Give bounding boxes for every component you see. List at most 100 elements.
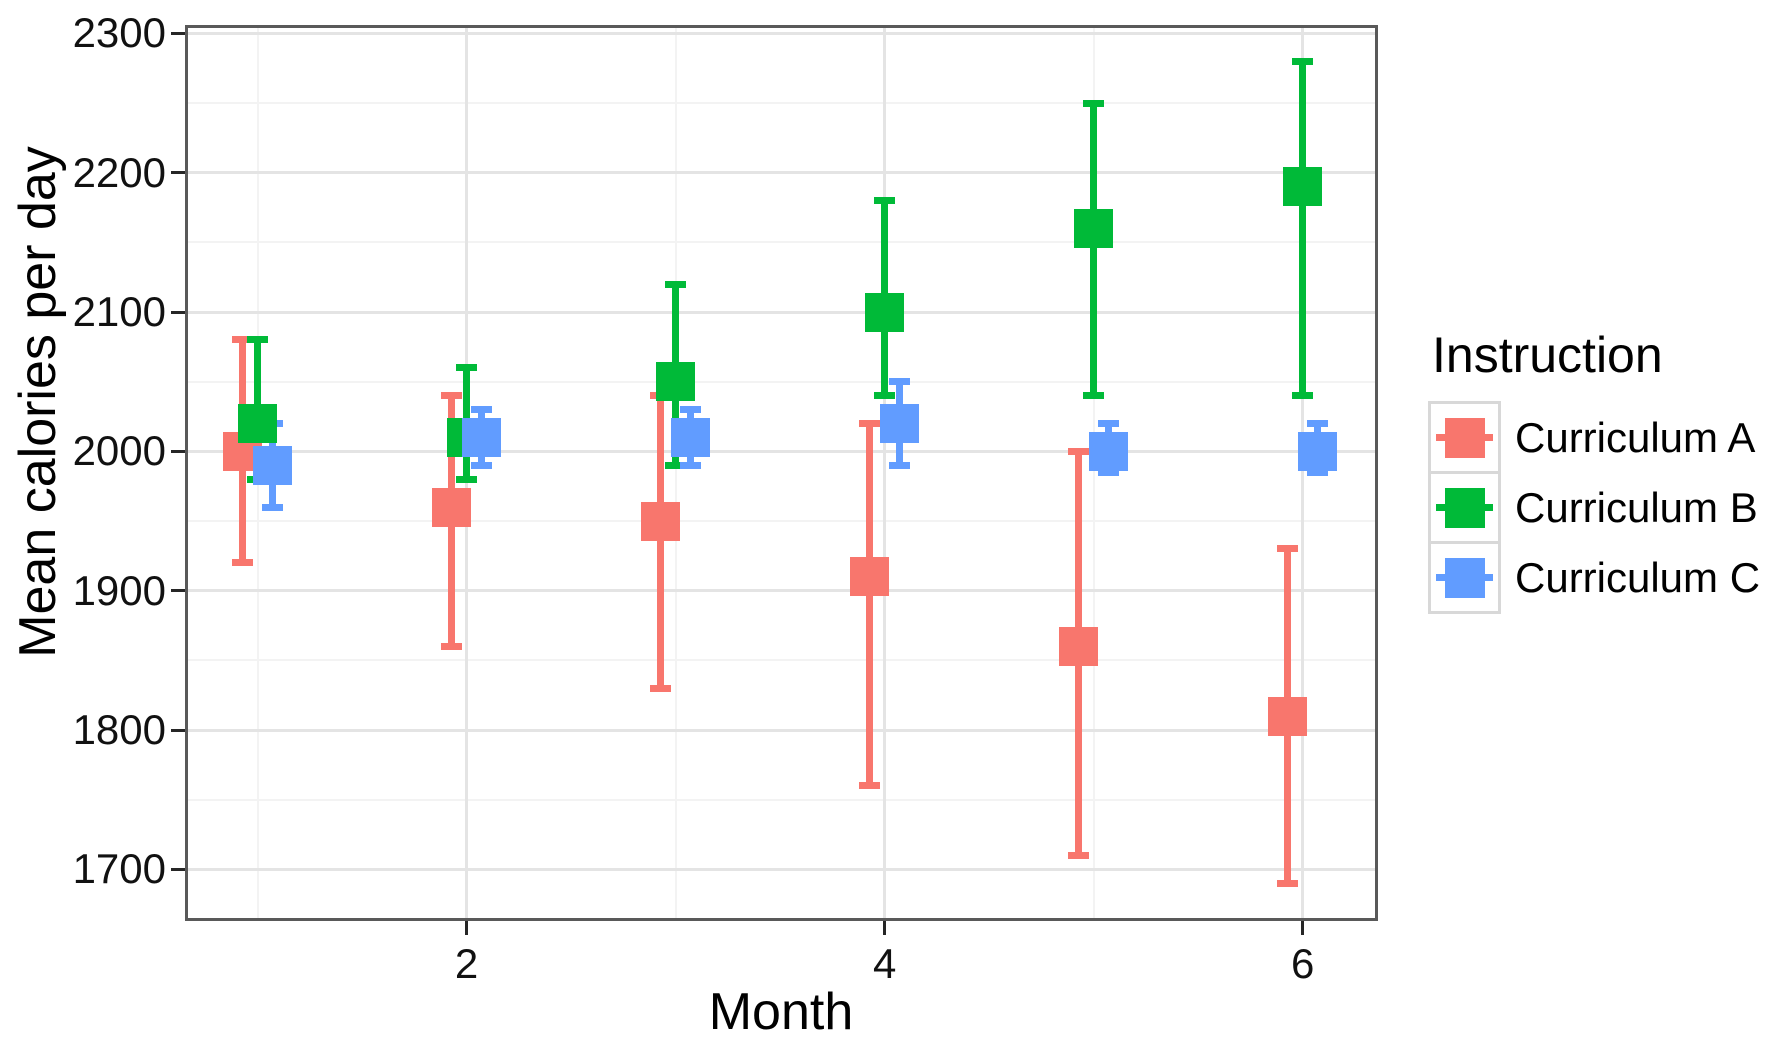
data-point-square [1059, 626, 1099, 666]
y-minor-gridline [185, 380, 1378, 383]
y-tick-label: 1700 [72, 845, 166, 893]
x-tick-label: 2 [454, 940, 479, 987]
legend-key-square-icon [1444, 557, 1485, 598]
error-bar-cap-bottom [471, 461, 493, 469]
error-bar-cap-top [1292, 57, 1314, 65]
error-bar-cap-bottom [262, 503, 284, 511]
data-point-square [1074, 208, 1114, 248]
legend-entry: Curriculum B [1428, 471, 1760, 544]
y-axis-tick [171, 589, 185, 593]
x-axis-tick [1301, 921, 1305, 935]
y-axis-tick [171, 728, 185, 732]
error-bar-cap-bottom [889, 461, 911, 469]
error-bar-cap-top [1277, 545, 1299, 553]
data-point-square [641, 501, 681, 541]
legend-label: Curriculum C [1515, 553, 1761, 601]
x-axis-tick [883, 921, 887, 935]
y-major-gridline [185, 867, 1378, 871]
y-axis-tick [171, 31, 185, 35]
x-minor-gridline [1092, 25, 1095, 921]
legend-entries: Curriculum A Curriculum B Curriculum C [1428, 401, 1760, 614]
x-tick-label: 6 [1291, 940, 1315, 987]
x-minor-gridline [674, 25, 677, 921]
legend-entry: Curriculum C [1428, 541, 1760, 614]
y-minor-gridline [185, 241, 1378, 244]
data-point-square [462, 417, 502, 457]
x-major-gridline [1301, 25, 1305, 921]
y-major-gridline [185, 310, 1378, 314]
y-tick-label: 2100 [72, 288, 166, 336]
error-bar-cap-top [665, 280, 687, 288]
y-axis-tick [171, 171, 185, 175]
error-bar-cap-top [889, 378, 911, 386]
error-bar-line [1090, 103, 1098, 396]
error-bar-cap-top [456, 364, 478, 372]
y-tick-label: 1900 [72, 566, 166, 614]
error-bar-cap-bottom [874, 392, 896, 400]
error-bar-cap-top [232, 336, 254, 344]
legend-key-square-icon [1444, 487, 1485, 528]
legend-key-square-icon [1444, 417, 1485, 458]
legend-entry: Curriculum A [1428, 401, 1760, 474]
y-axis-tick [171, 449, 185, 453]
data-point-square [253, 445, 293, 485]
data-point-square [238, 404, 278, 444]
y-minor-gridline [185, 102, 1378, 105]
y-major-gridline [185, 728, 1378, 732]
legend: Instruction Curriculum A Curriculum B Curr… [1428, 326, 1760, 614]
legend-key [1428, 401, 1501, 474]
data-point-square [865, 292, 905, 332]
data-point-square [656, 362, 696, 402]
error-bar-line [866, 423, 874, 786]
data-point-square [1298, 431, 1338, 471]
error-bar-line [657, 395, 665, 689]
error-bar-cap-top [859, 420, 881, 428]
legend-key [1428, 471, 1501, 544]
error-bar-cap-bottom [441, 642, 463, 650]
y-tick-label: 2300 [72, 9, 166, 57]
data-point-square [850, 557, 890, 597]
y-axis-tick [171, 310, 185, 314]
error-bar-cap-bottom [1307, 468, 1329, 476]
error-bar-cap-top [441, 392, 463, 400]
x-axis-tick [465, 921, 469, 935]
error-bar-cap-top [874, 197, 896, 205]
error-bar-cap-bottom [650, 684, 672, 692]
error-bar-cap-bottom [1068, 852, 1090, 859]
error-bar-cap-bottom [1277, 879, 1299, 887]
error-bar-cap-top [1307, 420, 1329, 428]
error-bar-cap-top [471, 406, 493, 414]
legend-label: Curriculum B [1515, 483, 1758, 531]
y-minor-gridline [185, 659, 1378, 662]
y-minor-gridline [185, 798, 1378, 801]
error-bar-cap-bottom [1098, 468, 1120, 476]
error-bar-cap-bottom [680, 461, 702, 469]
error-bar-cap-top [680, 406, 702, 414]
y-minor-gridline [185, 520, 1378, 523]
y-major-gridline [185, 449, 1378, 453]
data-point-square [1268, 696, 1308, 736]
error-bar-cap-bottom [232, 559, 254, 567]
plot-panel [185, 25, 1378, 921]
data-point-square [671, 417, 711, 457]
y-major-gridline [185, 31, 1378, 35]
error-bar-cap-bottom [859, 782, 881, 790]
y-tick-label: 1800 [72, 706, 166, 754]
error-bar-cap-top [247, 336, 269, 344]
x-major-gridline [883, 25, 887, 921]
data-point-square [432, 487, 472, 527]
error-bar-cap-top [1083, 99, 1105, 107]
y-tick-label: 2200 [72, 148, 166, 196]
error-bar-cap-bottom [665, 461, 687, 469]
y-major-gridline [185, 589, 1378, 593]
y-major-gridline [185, 171, 1378, 175]
error-bar-cap-bottom [456, 475, 478, 483]
error-bar-cap-top [1068, 447, 1090, 455]
legend-label: Curriculum A [1515, 413, 1756, 461]
x-axis-title: Month [708, 983, 854, 1040]
y-axis-tick [171, 867, 185, 871]
data-point-square [880, 404, 920, 444]
error-bar-cap-top [1098, 420, 1120, 428]
legend-key [1428, 541, 1501, 614]
